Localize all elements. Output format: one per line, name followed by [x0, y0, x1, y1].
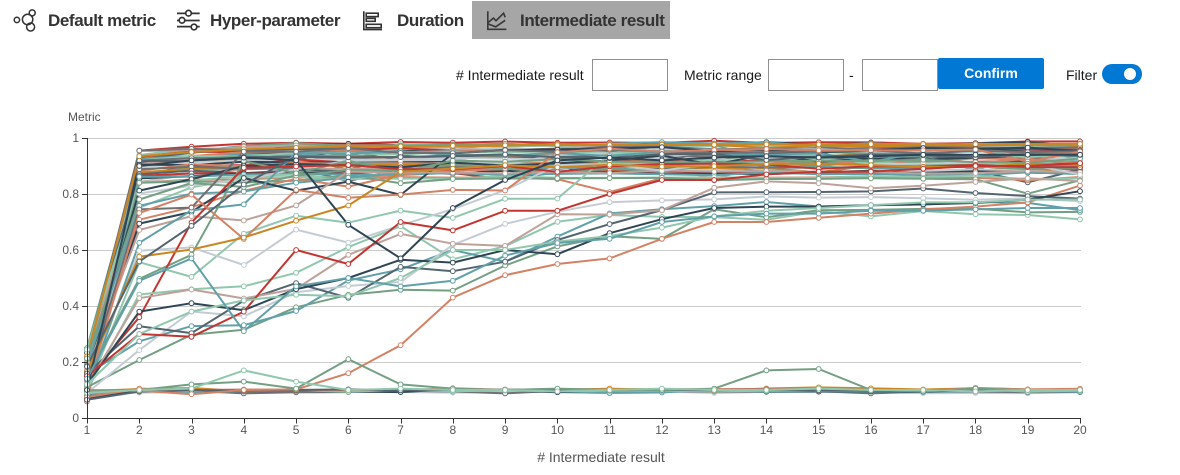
- svg-text:16: 16: [864, 423, 878, 437]
- svg-text:# Intermediate result: # Intermediate result: [537, 449, 665, 465]
- svg-text:0.6: 0.6: [62, 243, 79, 257]
- svg-text:0.8: 0.8: [62, 187, 79, 201]
- svg-text:3: 3: [188, 423, 195, 437]
- svg-text:11: 11: [603, 423, 616, 437]
- svg-text:7: 7: [397, 423, 404, 437]
- svg-text:17: 17: [917, 423, 931, 437]
- svg-text:Metric: Metric: [68, 110, 101, 124]
- svg-text:9: 9: [502, 423, 509, 437]
- svg-text:19: 19: [1021, 423, 1035, 437]
- svg-text:15: 15: [812, 423, 826, 437]
- svg-text:14: 14: [760, 423, 774, 437]
- svg-text:4: 4: [240, 423, 247, 437]
- svg-text:20: 20: [1073, 423, 1087, 437]
- svg-text:10: 10: [551, 423, 565, 437]
- svg-text:12: 12: [655, 423, 669, 437]
- svg-text:0.2: 0.2: [62, 355, 79, 369]
- svg-text:0: 0: [72, 411, 79, 425]
- svg-text:8: 8: [449, 423, 456, 437]
- svg-text:13: 13: [708, 423, 722, 437]
- svg-text:2: 2: [136, 423, 143, 437]
- svg-text:0.4: 0.4: [62, 299, 79, 313]
- svg-text:18: 18: [969, 423, 983, 437]
- svg-text:1: 1: [72, 131, 79, 145]
- svg-text:1: 1: [84, 423, 91, 437]
- svg-text:6: 6: [345, 423, 352, 437]
- svg-text:5: 5: [293, 423, 300, 437]
